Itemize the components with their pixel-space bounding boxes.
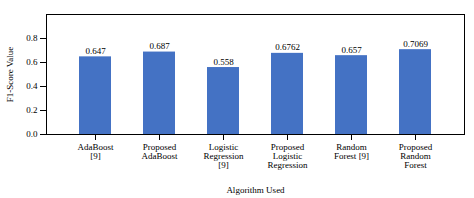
svg-text:AdaBoost[9]: AdaBoost[9] [78,142,114,161]
svg-text:0.657: 0.657 [341,45,362,55]
svg-text:RandomForest [9]: RandomForest [9] [334,142,369,161]
svg-text:ProposedAdaBoost: ProposedAdaBoost [142,142,178,161]
svg-text:Algorithm Used: Algorithm Used [226,185,285,195]
svg-text:0.647: 0.647 [85,46,106,56]
svg-text:0.558: 0.558 [213,57,234,67]
svg-text:LogisticRegression[9]: LogisticRegression[9] [204,142,244,170]
svg-text:0.6762: 0.6762 [275,42,300,52]
svg-text:0.0: 0.0 [26,129,38,139]
svg-text:0.7069: 0.7069 [403,39,428,49]
svg-text:0.2: 0.2 [26,105,37,115]
svg-text:ProposedRandomForest: ProposedRandomForest [399,142,433,170]
svg-text:0.8: 0.8 [26,33,38,43]
svg-text:ProposedLogisticRegression: ProposedLogisticRegression [268,142,308,170]
svg-text:0.687: 0.687 [149,41,170,51]
svg-text:0.6: 0.6 [26,57,38,67]
svg-text:0.4: 0.4 [26,81,38,91]
svg-text:F1-Score Value: F1-Score Value [5,47,15,103]
